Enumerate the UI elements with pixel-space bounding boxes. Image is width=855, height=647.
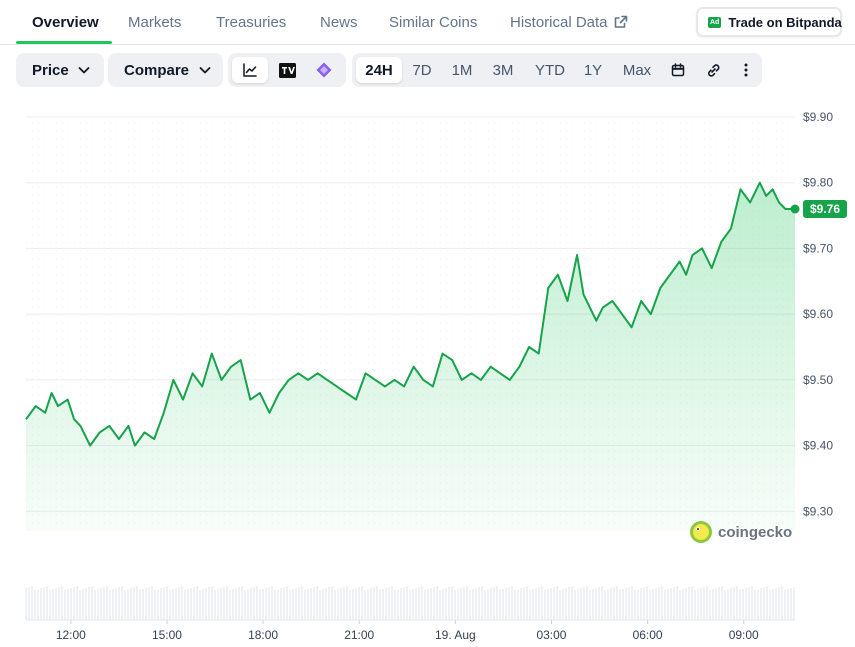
price-chart[interactable]: $9.30 $9.40 $9.50 $9.60 $9.70 $9.80 $9.90 coin… (0, 100, 855, 647)
x-axis: 12:00 15:00 18:00 21:00 19. Aug 03:00 06:00 09:… (56, 620, 759, 642)
range-7d-button[interactable]: 7D (412, 61, 432, 79)
chevron-down-icon (78, 67, 90, 74)
x-tick-label: 06:00 (633, 628, 663, 642)
trade-on-bitpanda-label: Trade on Bitpanda (728, 14, 842, 30)
chevron-down-icon (199, 67, 211, 74)
line-chart-button[interactable] (232, 57, 268, 83)
y-tick-label: $9.60 (803, 307, 833, 321)
current-price-marker: $9.76 (790, 200, 847, 218)
y-tick-label: $9.70 (803, 241, 833, 255)
calendar-button[interactable] (665, 57, 691, 83)
y-tick-label: $9.30 (803, 504, 833, 518)
range-1y-button[interactable]: 1Y (583, 61, 603, 79)
tab-markets[interactable]: Markets (128, 14, 182, 31)
x-tick-label: 18:00 (248, 628, 278, 642)
x-tick-label: 21:00 (344, 628, 374, 642)
trade-on-bitpanda-button[interactable]: Ad Trade on Bitpanda (696, 7, 842, 37)
current-price-dot (790, 204, 800, 214)
tradingview-icon (278, 62, 296, 78)
y-tick-label: $9.40 (803, 439, 833, 453)
y-tick-label: $9.50 (803, 373, 833, 387)
coingecko-wordmark: coingecko (718, 524, 792, 541)
calendar-icon (671, 63, 685, 77)
x-tick-label: 09:00 (729, 628, 759, 642)
range-3m-button[interactable]: 3M (492, 61, 514, 79)
x-tick-label: 19. Aug (435, 628, 476, 642)
tradingview-button[interactable] (270, 57, 304, 83)
diamond-chart-button[interactable] (306, 57, 342, 83)
price-dropdown-label: Price (32, 61, 69, 79)
tab-historical-data-label: Historical Data (510, 14, 608, 31)
more-icon (744, 63, 748, 77)
tab-similar-coins[interactable]: Similar Coins (389, 14, 478, 31)
tab-news[interactable]: News (320, 14, 358, 31)
link-icon (707, 63, 719, 77)
tab-historical-data[interactable]: Historical Data (510, 14, 628, 31)
range-1m-button[interactable]: 1M (451, 61, 473, 79)
current-price-tag (803, 200, 847, 218)
y-tick-label: $9.80 (803, 176, 833, 190)
y-axis: $9.30 $9.40 $9.50 $9.60 $9.70 $9.80 $9.90 (803, 110, 833, 518)
x-tick-label: 03:00 (536, 628, 566, 642)
active-tab-indicator (16, 41, 112, 44)
link-button[interactable] (700, 57, 726, 83)
tab-bar: Overview Markets Treasuries News Similar… (0, 0, 855, 45)
coingecko-watermark: coingecko (690, 521, 792, 543)
external-link-icon (614, 15, 627, 28)
range-group: 24H 7D 1M 3M YTD 1Y Max (352, 53, 762, 87)
current-price-label: $9.76 (810, 202, 840, 216)
compare-dropdown-label: Compare (124, 61, 190, 79)
compare-dropdown[interactable]: Compare (108, 53, 223, 87)
more-options-button[interactable] (734, 57, 758, 83)
price-line (25, 181, 795, 447)
ad-badge: Ad (708, 16, 722, 28)
y-tick-label: $9.90 (803, 110, 833, 124)
x-tick-label: 12:00 (56, 628, 86, 642)
chart-type-group (228, 53, 346, 87)
price-area (26, 182, 795, 531)
tab-overview[interactable]: Overview (32, 14, 99, 31)
x-tick-label: 15:00 (152, 628, 182, 642)
range-max-button[interactable]: Max (622, 61, 652, 79)
price-area-fill (26, 182, 795, 531)
tab-treasuries[interactable]: Treasuries (216, 14, 287, 31)
line-chart-icon (243, 63, 257, 77)
gecko-logo-icon (690, 521, 712, 543)
range-ytd-button[interactable]: YTD (535, 61, 565, 79)
volume-bars (25, 586, 795, 621)
price-dropdown[interactable]: Price (16, 53, 104, 87)
diamond-icon (316, 62, 332, 78)
price-series (25, 181, 795, 447)
range-24h-button[interactable]: 24H (356, 57, 402, 83)
